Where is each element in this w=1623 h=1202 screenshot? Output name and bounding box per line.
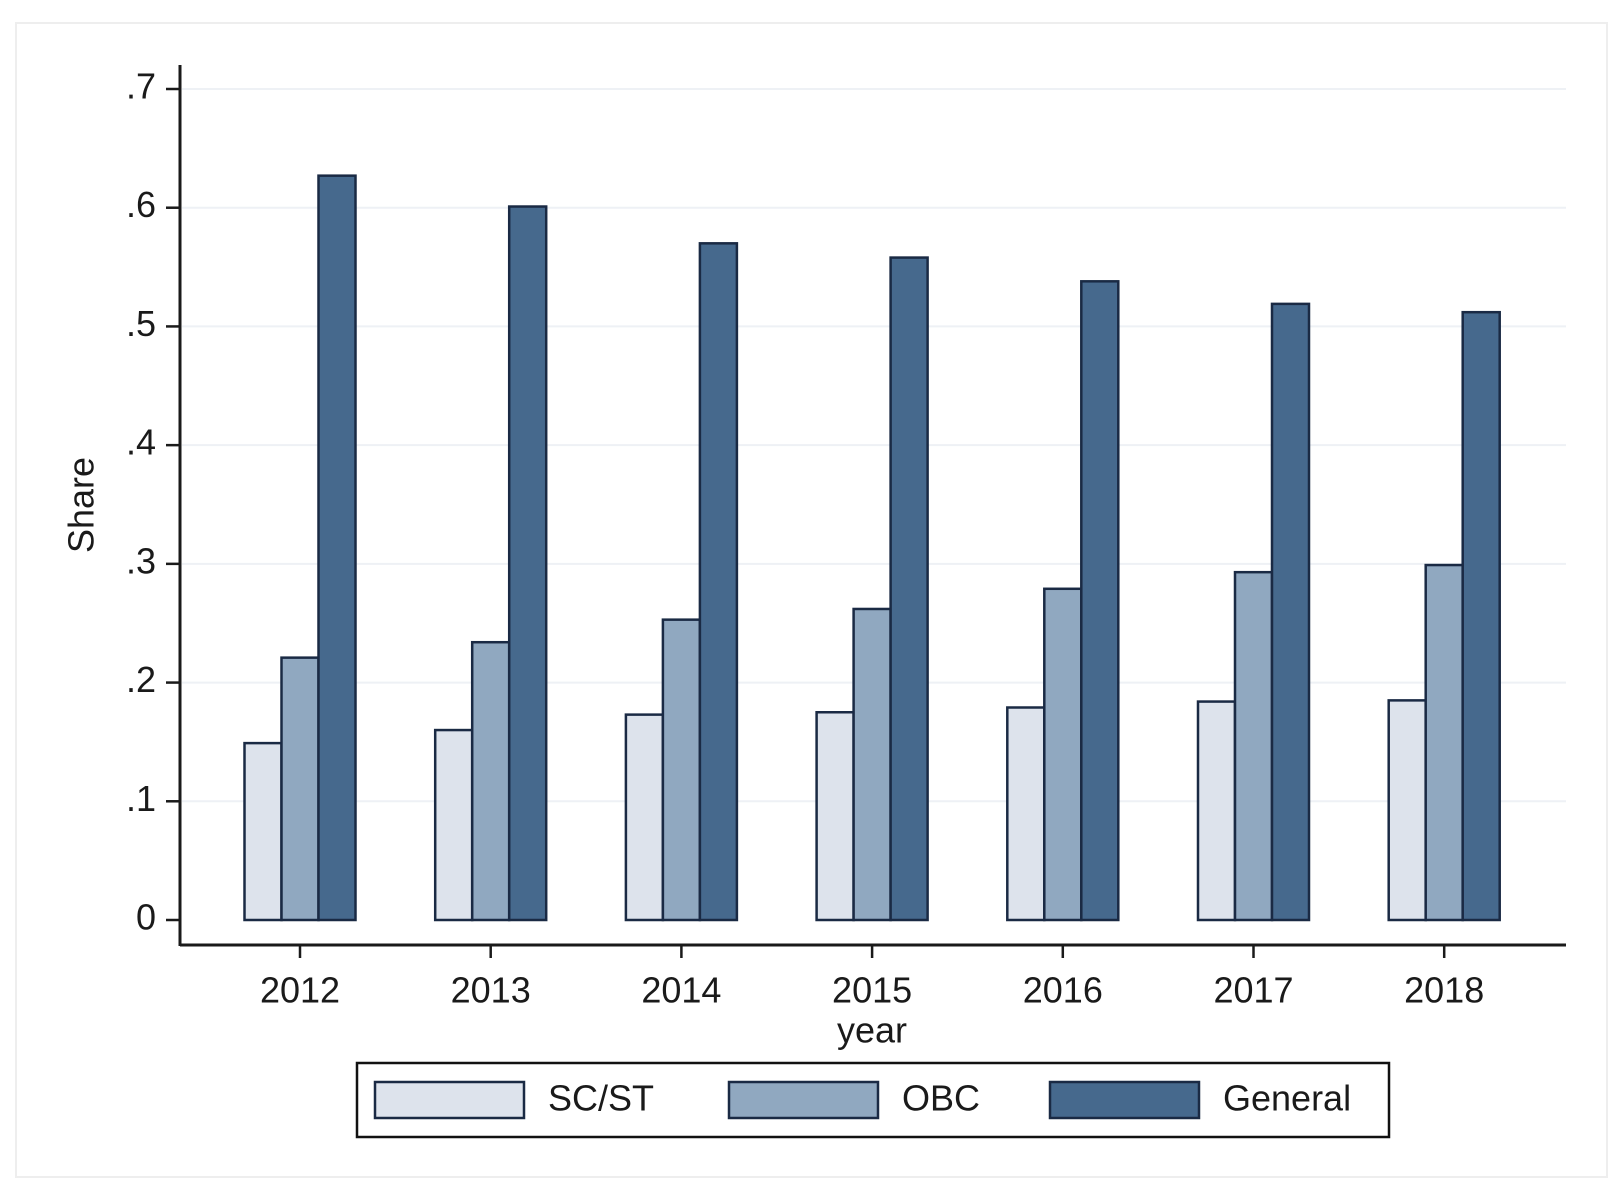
y-tick-label: .3 bbox=[126, 540, 156, 581]
x-axis-title: year bbox=[837, 1010, 907, 1051]
bar bbox=[1196, 700, 1237, 922]
bar bbox=[433, 728, 474, 922]
y-tick-label: .6 bbox=[126, 184, 156, 225]
bar bbox=[1424, 563, 1464, 922]
bar bbox=[317, 174, 357, 922]
legend-swatch bbox=[727, 1080, 880, 1120]
x-tick-label: 2013 bbox=[451, 970, 531, 1011]
y-tick-label: 0 bbox=[136, 897, 156, 938]
bar bbox=[507, 205, 548, 922]
bar bbox=[889, 256, 929, 922]
x-tick-label: 2012 bbox=[260, 970, 340, 1011]
x-tick-label: 2015 bbox=[832, 970, 912, 1011]
bar bbox=[1233, 570, 1274, 922]
x-tick-label: 2016 bbox=[1023, 970, 1103, 1011]
legend-label: SC/ST bbox=[548, 1078, 654, 1119]
x-tick-label: 2018 bbox=[1404, 970, 1484, 1011]
bar bbox=[661, 618, 702, 922]
legend-label: OBC bbox=[902, 1078, 980, 1119]
bar bbox=[852, 607, 892, 922]
x-tick-label: 2014 bbox=[641, 970, 721, 1011]
legend-label: General bbox=[1223, 1078, 1351, 1119]
legend-swatch bbox=[373, 1080, 526, 1120]
y-axis-title: Share bbox=[61, 457, 102, 553]
bar bbox=[1270, 302, 1311, 922]
bar bbox=[1043, 587, 1083, 922]
bar bbox=[470, 640, 511, 922]
x-tick-label: 2017 bbox=[1213, 970, 1293, 1011]
bar bbox=[1387, 699, 1427, 922]
bar bbox=[698, 242, 739, 922]
bar bbox=[280, 656, 320, 922]
y-tick-label: .2 bbox=[126, 659, 156, 700]
chart-frame bbox=[15, 22, 1608, 1178]
bar bbox=[815, 711, 855, 922]
bar bbox=[1461, 310, 1501, 922]
y-tick-label: .4 bbox=[126, 422, 156, 463]
grid bbox=[182, 88, 1566, 803]
bar bbox=[1006, 706, 1046, 922]
y-tick-label: .1 bbox=[126, 778, 156, 819]
y-tick-label: .7 bbox=[126, 66, 156, 107]
legend-swatch bbox=[1048, 1080, 1201, 1120]
bar bbox=[624, 713, 665, 922]
y-tick-label: .5 bbox=[126, 303, 156, 344]
bar bbox=[1080, 280, 1120, 922]
bar bbox=[243, 741, 283, 922]
